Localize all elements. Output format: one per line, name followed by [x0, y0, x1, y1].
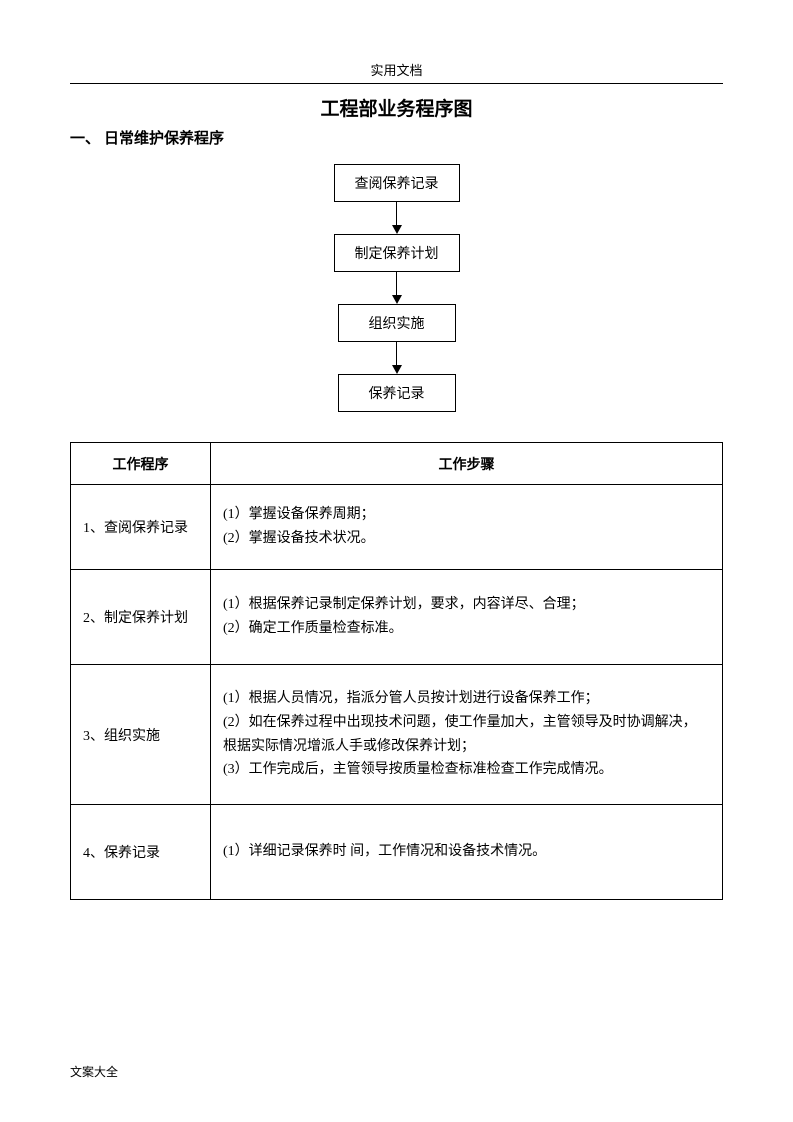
cell-steps: (1）根据人员情况，指派分管人员按计划进行设备保养工作；(2）如在保养过程中出现… [211, 665, 723, 805]
page-title: 工程部业务程序图 [70, 94, 723, 121]
flowchart: 查阅保养记录 制定保养计划 组织实施 保养记录 [70, 164, 723, 412]
table-row: 4、保养记录 (1）详细记录保养时 间，工作情况和设备技术情况。 [71, 805, 723, 900]
steps-table: 工作程序 工作步骤 1、查阅保养记录 (1）掌握设备保养周期；(2）掌握设备技术… [70, 442, 723, 900]
flow-node: 查阅保养记录 [334, 164, 460, 202]
flow-arrow-icon [392, 342, 402, 374]
section-heading: 一、日常维护保养程序 [70, 127, 723, 148]
cell-procedure: 1、查阅保养记录 [71, 485, 211, 570]
document-page: 实用文档 工程部业务程序图 一、日常维护保养程序 查阅保养记录 制定保养计划 组… [0, 0, 793, 1122]
section-number: 一、 [70, 127, 104, 148]
table-header-row: 工作程序 工作步骤 [71, 443, 723, 485]
flow-node: 保养记录 [338, 374, 456, 412]
header-label: 实用文档 [70, 60, 723, 79]
flow-node: 组织实施 [338, 304, 456, 342]
cell-steps: (1）详细记录保养时 间，工作情况和设备技术情况。 [211, 805, 723, 900]
flow-arrow-icon [392, 272, 402, 304]
header-rule [70, 83, 723, 84]
footer-label: 文案大全 [70, 1063, 118, 1080]
table-row: 1、查阅保养记录 (1）掌握设备保养周期；(2）掌握设备技术状况。 [71, 485, 723, 570]
cell-steps: (1）根据保养记录制定保养计划，要求，内容详尽、合理；(2）确定工作质量检查标准… [211, 570, 723, 665]
cell-procedure: 2、制定保养计划 [71, 570, 211, 665]
cell-procedure: 4、保养记录 [71, 805, 211, 900]
col-header-procedure: 工作程序 [71, 443, 211, 485]
cell-steps: (1）掌握设备保养周期；(2）掌握设备技术状况。 [211, 485, 723, 570]
flow-arrow-icon [392, 202, 402, 234]
col-header-steps: 工作步骤 [211, 443, 723, 485]
table-row: 2、制定保养计划 (1）根据保养记录制定保养计划，要求，内容详尽、合理；(2）确… [71, 570, 723, 665]
section-heading-text: 日常维护保养程序 [104, 131, 224, 147]
flow-node: 制定保养计划 [334, 234, 460, 272]
table-row: 3、组织实施 (1）根据人员情况，指派分管人员按计划进行设备保养工作；(2）如在… [71, 665, 723, 805]
cell-procedure: 3、组织实施 [71, 665, 211, 805]
